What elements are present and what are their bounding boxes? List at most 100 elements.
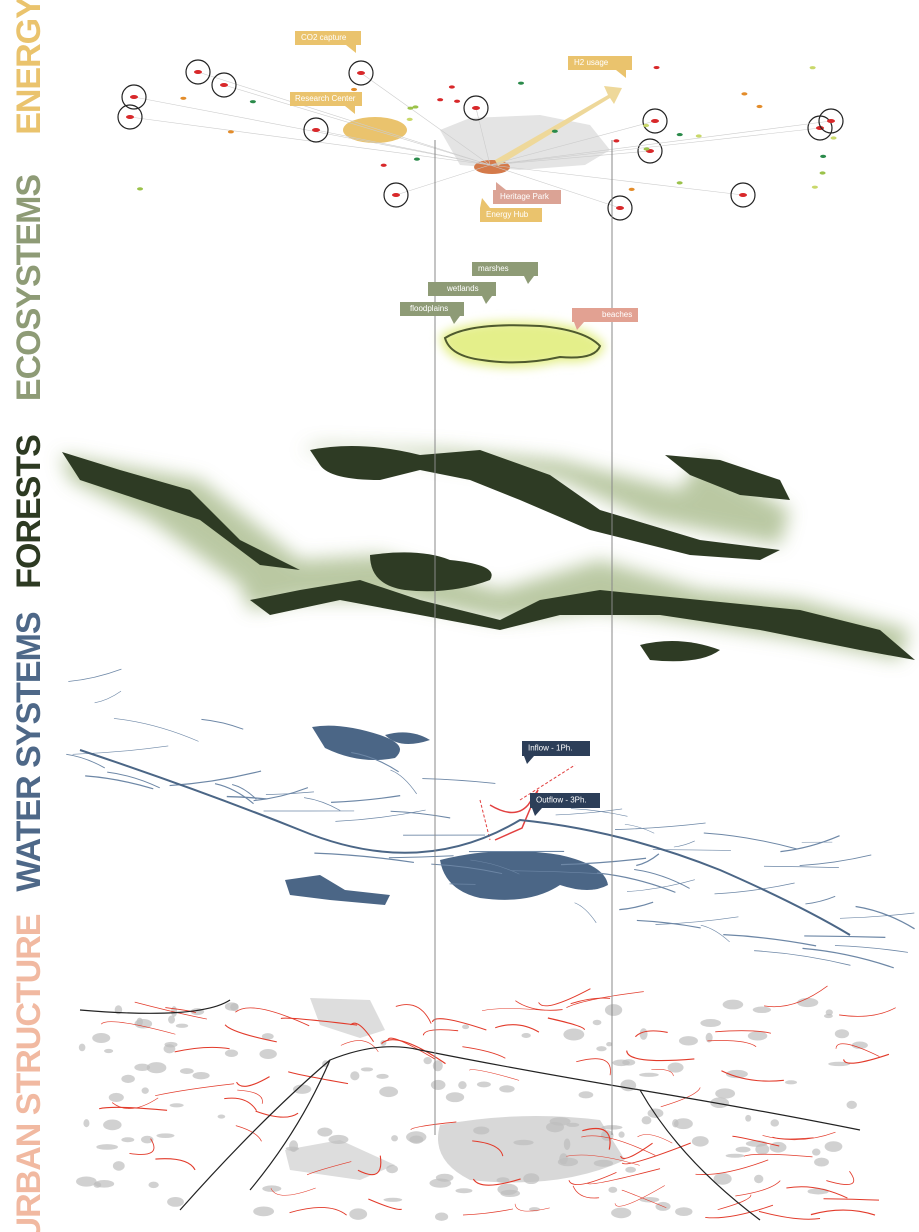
settlement: [429, 1178, 452, 1188]
settlement: [639, 1196, 660, 1203]
road: [576, 1058, 611, 1076]
road: [835, 1043, 880, 1057]
settlement: [134, 1063, 151, 1072]
site-dot: [741, 92, 748, 96]
road: [614, 1185, 665, 1207]
settlement: [168, 1015, 176, 1024]
site-dot: [676, 181, 683, 185]
settlement: [563, 1138, 571, 1150]
stream: [66, 753, 105, 769]
site-dot: [194, 70, 202, 74]
road: [587, 1168, 661, 1185]
road: [572, 1185, 600, 1199]
callout-text: Heritage Park: [500, 192, 550, 201]
road: [621, 1142, 691, 1165]
callout: CO2 capture: [295, 31, 361, 53]
settlement: [108, 1092, 124, 1102]
site-dot: [643, 147, 650, 151]
road: [538, 988, 591, 1007]
road: [270, 1187, 316, 1196]
stream: [700, 924, 730, 943]
settlement: [521, 1033, 531, 1039]
road: [823, 1198, 880, 1201]
settlement: [513, 1139, 534, 1146]
site-dot: [130, 95, 138, 99]
settlement: [622, 1059, 636, 1066]
stream: [619, 901, 654, 911]
link-line: [489, 164, 744, 196]
settlement: [262, 1185, 282, 1192]
settlement: [92, 1032, 111, 1044]
link-line: [395, 164, 491, 196]
road: [635, 1030, 668, 1038]
settlement: [797, 997, 819, 1008]
settlement: [217, 1114, 226, 1119]
callout-text: marshes: [478, 264, 509, 273]
road: [514, 1203, 550, 1212]
road: [472, 1140, 504, 1157]
settlement: [391, 1135, 398, 1142]
site-dot: [180, 96, 187, 100]
stream: [636, 853, 660, 867]
settlement: [608, 1186, 618, 1193]
settlement: [710, 1097, 730, 1109]
settlement: [148, 1181, 159, 1189]
stream: [431, 863, 503, 874]
road: [621, 1189, 667, 1209]
stream: [331, 795, 401, 803]
settlement: [140, 1135, 154, 1144]
site-dot: [312, 128, 320, 132]
stream: [388, 855, 454, 859]
site-dot: [392, 193, 400, 197]
settlement: [566, 1122, 580, 1127]
road: [340, 1040, 379, 1053]
callout: H2 usage: [568, 56, 632, 78]
road: [515, 1000, 563, 1011]
settlement: [559, 1153, 568, 1165]
settlement: [715, 1088, 736, 1099]
settlement: [379, 1086, 399, 1098]
settlement: [121, 1137, 135, 1143]
settlement: [745, 1114, 752, 1122]
stream: [449, 883, 476, 885]
callout-text: H2 usage: [574, 58, 609, 67]
stream: [214, 783, 254, 805]
link-line: [360, 72, 491, 166]
settlement: [360, 1067, 374, 1072]
road: [306, 1161, 352, 1176]
settlement: [592, 1019, 602, 1026]
site-dot: [454, 99, 461, 103]
road: [620, 1142, 653, 1159]
road: [772, 1136, 814, 1140]
urban-layer: [76, 985, 896, 1221]
settlement: [289, 1140, 299, 1153]
callout: marshes: [472, 262, 538, 284]
callout: Inflow - 1Ph.: [522, 741, 590, 764]
site-dot: [380, 163, 387, 167]
road: [381, 1039, 446, 1065]
road: [288, 1071, 349, 1085]
site-dot: [739, 193, 747, 197]
settlement: [807, 1188, 829, 1195]
settlement: [458, 1081, 467, 1090]
site-dot: [357, 71, 365, 75]
stream: [673, 840, 695, 848]
stream: [107, 771, 160, 789]
settlement: [259, 1048, 277, 1059]
settlement: [462, 1024, 470, 1030]
site-ring: [642, 108, 668, 134]
stream: [68, 668, 122, 682]
stream: [802, 947, 894, 969]
site-dot: [653, 65, 660, 70]
settlement: [735, 1146, 751, 1153]
road: [280, 1017, 358, 1026]
callout-text: Research Center: [295, 94, 356, 103]
road: [566, 1154, 640, 1166]
site-dot: [628, 187, 635, 192]
callout: Heritage Park: [493, 182, 561, 204]
settlement: [423, 1057, 432, 1065]
settlement: [455, 1188, 473, 1194]
settlement: [112, 1161, 125, 1171]
road: [129, 1138, 155, 1155]
stream: [597, 872, 676, 893]
